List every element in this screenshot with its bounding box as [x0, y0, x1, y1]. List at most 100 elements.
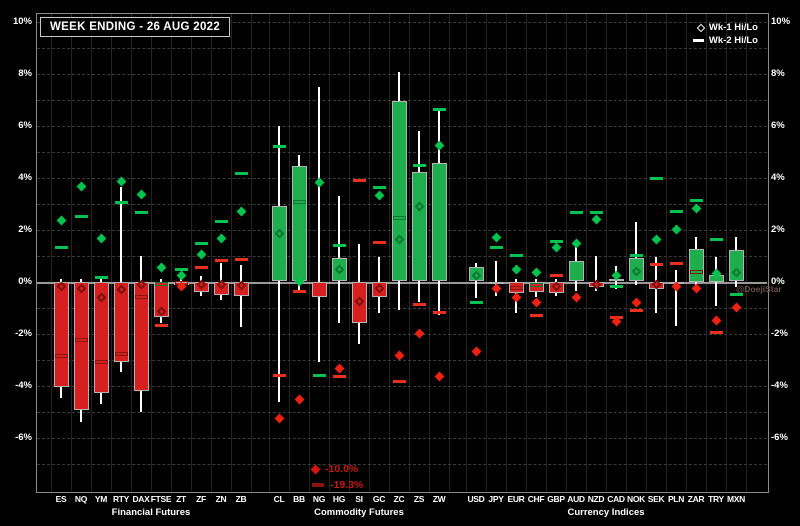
y-axis-label-left: 8%: [18, 67, 32, 79]
vertical-gridline: [111, 14, 112, 491]
bar-MXN: [728, 250, 744, 282]
vertical-gridline: [746, 14, 747, 491]
wk2-dash-YM: [94, 360, 108, 365]
wk2-dash-TRY: [709, 238, 723, 242]
whisker-RTY: [120, 186, 122, 373]
wk2-dash-ZN: [214, 259, 228, 263]
bar-ES: [53, 281, 69, 387]
vertical-gridline: [586, 14, 587, 491]
bar-NQ: [73, 281, 89, 411]
y-axis-label-right: 4%: [771, 171, 785, 183]
legend: Wk-1 Hi/Lo Wk-2 Hi/Lo: [692, 21, 758, 47]
horizontal-gridline: [37, 21, 767, 23]
bar-NZD: [588, 281, 604, 287]
vertical-gridline: [369, 14, 370, 491]
bar-ZN: [213, 281, 229, 295]
whisker-NG: [318, 86, 320, 363]
tick-label-NQ: NQ: [74, 494, 88, 504]
y-axis-label-right: 10%: [771, 15, 791, 27]
tick-label-FTSE: FTSE: [150, 494, 172, 504]
tick-label-TRY: TRY: [708, 494, 724, 504]
wk2-dash-NQ: [74, 338, 88, 342]
vertical-gridline: [289, 14, 290, 491]
wk2-dash-EUR: [509, 286, 523, 290]
bar-ZF: [193, 281, 209, 292]
legend-item-wk1: Wk-1 Hi/Lo: [693, 21, 758, 34]
y-axis-label-left: -6%: [15, 431, 32, 443]
tick-label-GBP: GBP: [547, 494, 565, 504]
wk2-dash-NQ: [74, 215, 88, 218]
wk2-dash-NZD: [589, 211, 603, 215]
legend-item-wk2: Wk-2 Hi/Lo: [692, 34, 758, 47]
wk2-dash-SEK: [649, 263, 663, 267]
y-axis-label-right: 2%: [771, 223, 785, 235]
tick-label-DAX: DAX: [132, 494, 150, 504]
whisker-PLN: [675, 269, 677, 326]
watermark: @DoejiStar: [736, 284, 782, 294]
bar-ZC: [391, 100, 407, 282]
annotation-label: -19.3%: [330, 479, 364, 491]
wk2-dash-ZAR: [689, 199, 703, 203]
y-axis-label-left: 6%: [18, 119, 32, 131]
vertical-gridline: [449, 14, 450, 491]
wk2-dash-GC: [372, 186, 386, 190]
tick-label-CHF: CHF: [527, 494, 545, 504]
bar-NOK: [628, 258, 644, 282]
tick-label-BB: BB: [293, 494, 305, 504]
bar-RTY: [113, 281, 129, 363]
y-axis-label-right: -4%: [771, 379, 788, 391]
chart-title: WEEK ENDING - 26 AUG 2022: [40, 17, 231, 37]
tick-label-SI: SI: [355, 494, 363, 504]
wk2-dash-NOK: [629, 308, 643, 312]
vertical-gridline: [389, 14, 390, 491]
vertical-gridline: [91, 14, 92, 491]
bar-DAX: [133, 281, 149, 391]
wk2-dash-ZB: [234, 172, 248, 176]
wk2-dash-BB: [292, 290, 306, 294]
tick-label-ZW: ZW: [432, 494, 446, 504]
wk2-dash-NG: [312, 373, 326, 377]
vertical-gridline: [466, 14, 467, 491]
tick-label-CL: CL: [273, 494, 285, 504]
tick-label-NOK: NOK: [627, 494, 645, 504]
tick-label-PLN: PLN: [667, 494, 685, 504]
wk2-dash-NOK: [629, 254, 643, 257]
whisker-ZN: [220, 263, 222, 300]
wk2-dash-SEK: [649, 177, 663, 181]
vertical-gridline: [686, 14, 687, 491]
legend-label-wk1: Wk-1 Hi/Lo: [708, 22, 758, 33]
wk2-dash-GBP: [549, 273, 563, 277]
wk2-dash-HG: [332, 243, 346, 247]
y-axis-label-right: -6%: [771, 431, 788, 443]
red-bar-icon: [312, 483, 324, 487]
wk2-dash-FTSE: [154, 282, 168, 287]
wk2-dash-JPY: [489, 246, 503, 250]
vertical-gridline: [409, 14, 410, 491]
vertical-gridline: [666, 14, 667, 491]
vertical-gridline: [429, 14, 430, 491]
wk2-dash-TRY: [709, 330, 723, 334]
y-axis-label-right: -2%: [771, 327, 788, 339]
vertical-gridline: [606, 14, 607, 491]
tick-label-NG: NG: [312, 494, 326, 504]
legend-label-wk2: Wk-2 Hi/Lo: [708, 35, 758, 46]
wk2-dash-AUD: [569, 211, 583, 215]
bar-ZS: [411, 172, 427, 282]
wk2-dash-ZS: [412, 303, 426, 307]
tick-label-SEK: SEK: [647, 494, 665, 504]
vertical-gridline: [646, 14, 647, 491]
annotation-label: -10.0%: [325, 463, 359, 475]
group-label: Currency Indices: [567, 507, 645, 518]
wk2-dash-YM: [94, 276, 108, 280]
wk2-dash-ZS: [412, 164, 426, 168]
y-axis-label-left: 0%: [18, 275, 32, 287]
vertical-gridline: [51, 14, 52, 491]
tick-label-CAD: CAD: [607, 494, 625, 504]
horizontal-gridline: [37, 333, 767, 335]
wk2-dash-BB: [292, 200, 306, 205]
bar-YM: [93, 281, 109, 394]
tick-label-ZN: ZN: [215, 494, 227, 504]
wk2-dash-EUR: [509, 254, 523, 257]
vertical-gridline: [626, 14, 627, 491]
vertical-gridline: [486, 14, 487, 491]
